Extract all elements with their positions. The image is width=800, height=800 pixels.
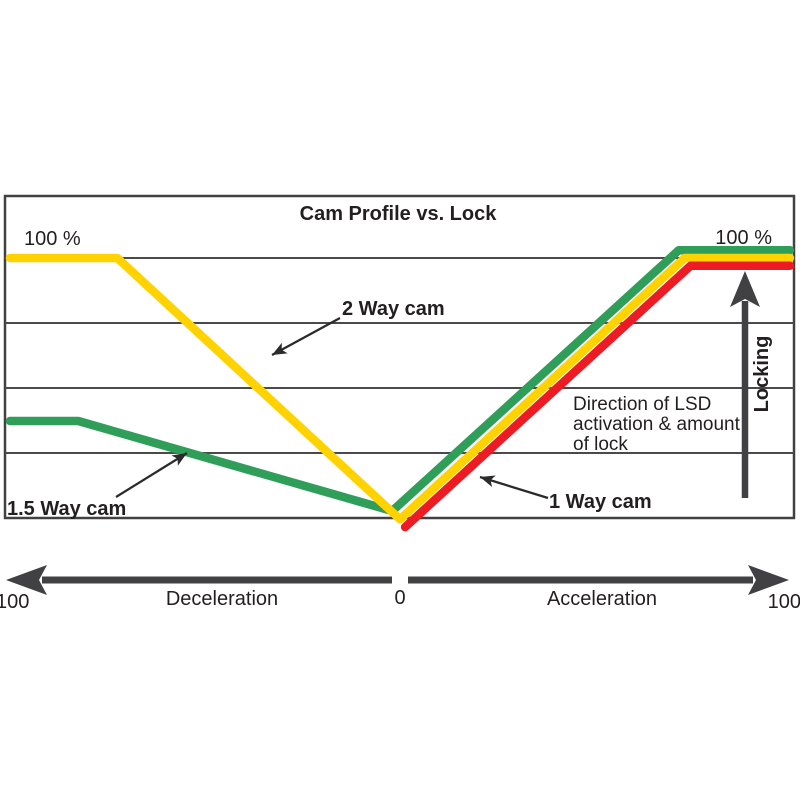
x-axis xyxy=(6,565,789,595)
x-label-deceleration: Deceleration xyxy=(166,588,278,610)
annotation-arrows xyxy=(115,317,549,500)
chart-title: Cam Profile vs. Lock xyxy=(300,203,498,225)
series-label-2way: 2 Way cam xyxy=(342,298,445,320)
series-lines xyxy=(5,245,795,532)
arrow-to-2way-line xyxy=(271,317,341,356)
x-label-acceleration: Acceleration xyxy=(547,588,657,610)
plot-border xyxy=(3,194,796,520)
x-axis-right-arrowhead-icon xyxy=(748,565,789,595)
series-line-1-way-cam xyxy=(400,261,795,532)
x-label-left-100: 100 xyxy=(0,591,29,613)
locking-arrowhead-icon xyxy=(730,271,760,307)
direction-note-line1: Direction of LSD xyxy=(573,394,711,415)
series-label-1way: 1 Way cam xyxy=(549,491,652,513)
series-line-1-5-way-cam xyxy=(5,245,795,516)
direction-note: Direction of LSD activation & amount of … xyxy=(573,394,741,455)
series-label-1p5way: 1.5 Way cam xyxy=(7,498,126,520)
y-max-label-right: 100 % xyxy=(715,227,772,249)
arrow-to-1p5way-line xyxy=(115,452,188,498)
x-label-right-100: 100 xyxy=(768,591,800,613)
x-axis-left-arrowhead-icon xyxy=(6,565,47,595)
direction-note-line3: of lock xyxy=(573,434,628,455)
y-max-label-left: 100 % xyxy=(24,228,81,250)
arrow-to-1way-line xyxy=(479,475,549,500)
gridlines xyxy=(5,257,794,454)
locking-label: Locking xyxy=(751,336,773,413)
direction-note-line2: activation & amount xyxy=(573,414,741,435)
series-line-2-way-cam xyxy=(5,253,795,524)
locking-arrow xyxy=(730,271,760,498)
x-label-zero: 0 xyxy=(394,587,405,609)
